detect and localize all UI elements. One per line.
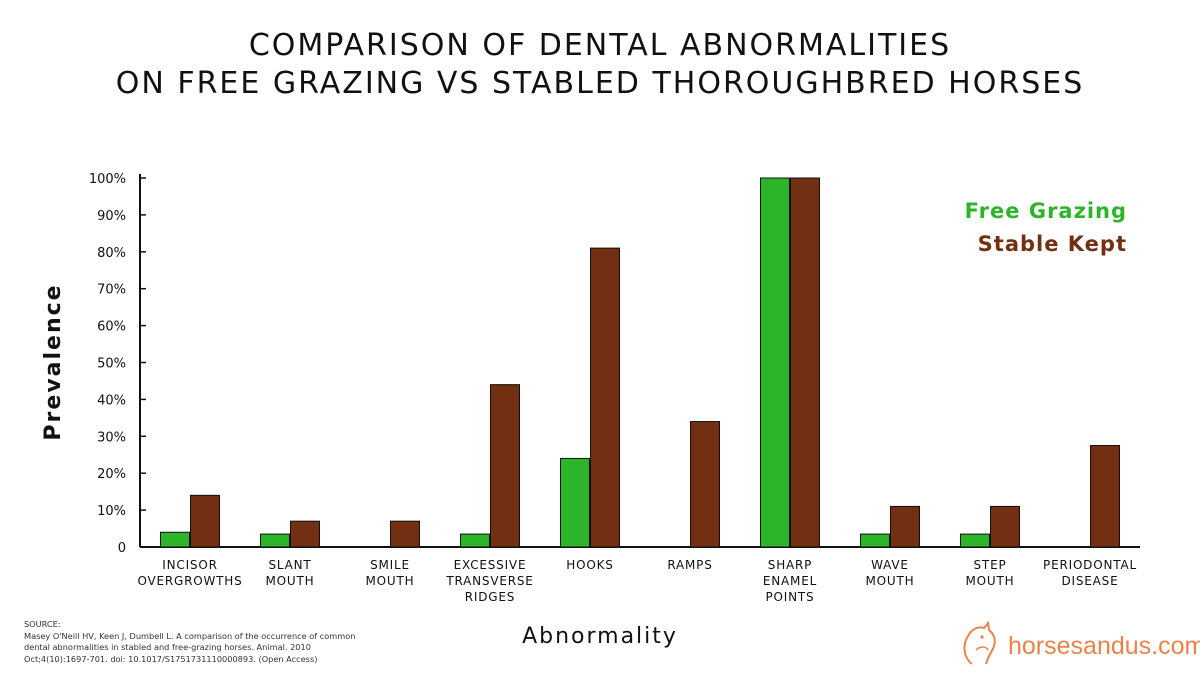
x-tick-label: MOUTH bbox=[866, 574, 915, 588]
bar-stable-kept bbox=[1090, 445, 1120, 548]
bar-stable-kept bbox=[290, 520, 320, 548]
x-tick-label: RIDGES bbox=[465, 590, 515, 604]
source-line-3: Oct;4(10):1697-701. doi: 10.1017/S175173… bbox=[24, 653, 318, 664]
bar-free-grazing bbox=[760, 177, 790, 548]
source-citation: SOURCE: Masey O'Neill HV, Keen J, Dumbel… bbox=[24, 619, 444, 665]
brand-watermark: horsesandus.com bbox=[958, 620, 1200, 668]
x-tick-label: SLANT bbox=[268, 558, 311, 572]
bar-free-grazing bbox=[560, 457, 590, 548]
x-tick-label: OVERGROWTHS bbox=[137, 574, 242, 588]
y-tick-label: 90% bbox=[97, 209, 126, 224]
x-tick-label: TRANSVERSE bbox=[445, 574, 533, 588]
x-tick-label: PERIODONTAL bbox=[1043, 558, 1137, 572]
bar-free-grazing bbox=[260, 533, 290, 548]
x-tick-label: ENAMEL bbox=[763, 574, 817, 588]
y-tick-label: 60% bbox=[97, 320, 126, 335]
bar-free-grazing bbox=[860, 533, 890, 548]
x-axis-label: Abnormality bbox=[522, 624, 678, 649]
y-tick-label: 0 bbox=[118, 541, 126, 556]
bar-stable-kept bbox=[590, 247, 620, 548]
y-tick-label: 80% bbox=[97, 246, 126, 261]
x-tick-label: WAVE bbox=[871, 558, 909, 572]
bar-stable-kept bbox=[890, 505, 920, 548]
bar-stable-kept bbox=[990, 505, 1020, 548]
y-tick-label: 100% bbox=[89, 172, 126, 187]
source-label: SOURCE: bbox=[24, 619, 61, 629]
x-tick-label: SHARP bbox=[768, 558, 812, 572]
x-tick-label: POINTS bbox=[766, 590, 815, 604]
x-tick-label: STEP bbox=[974, 558, 1007, 572]
x-tick-label: RAMPS bbox=[667, 558, 712, 572]
x-tick-label: EXCESSIVE bbox=[454, 558, 527, 572]
chart-title-line-1: COMPARISON OF DENTAL ABNORMALITIES bbox=[248, 28, 952, 63]
source-line-2: dental abnormalities in stabled and free… bbox=[24, 642, 311, 652]
legend-entry: Free Grazing bbox=[965, 199, 1127, 223]
bar-free-grazing bbox=[960, 533, 990, 548]
legend-entry: Stable Kept bbox=[978, 232, 1127, 256]
bar-stable-kept bbox=[790, 177, 820, 548]
y-axis-label: Prevalence bbox=[41, 283, 66, 440]
x-tick-label: MOUTH bbox=[266, 574, 315, 588]
bar-free-grazing bbox=[460, 533, 490, 548]
bar-stable-kept bbox=[390, 520, 420, 548]
horse-head-logo-icon bbox=[963, 620, 996, 665]
y-tick-label: 50% bbox=[97, 357, 126, 372]
y-tick-label: 40% bbox=[97, 393, 126, 408]
brand-text: horsesandus.com bbox=[1008, 632, 1200, 660]
bar-stable-kept bbox=[490, 384, 520, 548]
bar-free-grazing bbox=[160, 531, 190, 548]
bar-stable-kept bbox=[690, 421, 720, 548]
x-tick-label: SMILE bbox=[370, 558, 410, 572]
chart-title-line-2: ON FREE GRAZING VS STABLED THOROUGHBRED … bbox=[115, 66, 1085, 101]
x-tick-label: DISEASE bbox=[1062, 574, 1119, 588]
bar-stable-kept bbox=[190, 494, 220, 548]
y-tick-label: 70% bbox=[97, 283, 126, 298]
y-tick-label: 20% bbox=[97, 467, 126, 482]
x-tick-label: MOUTH bbox=[366, 574, 415, 588]
x-tick-label: MOUTH bbox=[966, 574, 1015, 588]
x-tick-label: HOOKS bbox=[566, 558, 613, 572]
source-line-1: Masey O'Neill HV, Keen J, Dumbell L. A c… bbox=[24, 630, 356, 641]
x-tick-label: INCISOR bbox=[162, 558, 217, 572]
y-tick-label: 10% bbox=[97, 504, 126, 519]
y-tick-label: 30% bbox=[97, 430, 126, 445]
